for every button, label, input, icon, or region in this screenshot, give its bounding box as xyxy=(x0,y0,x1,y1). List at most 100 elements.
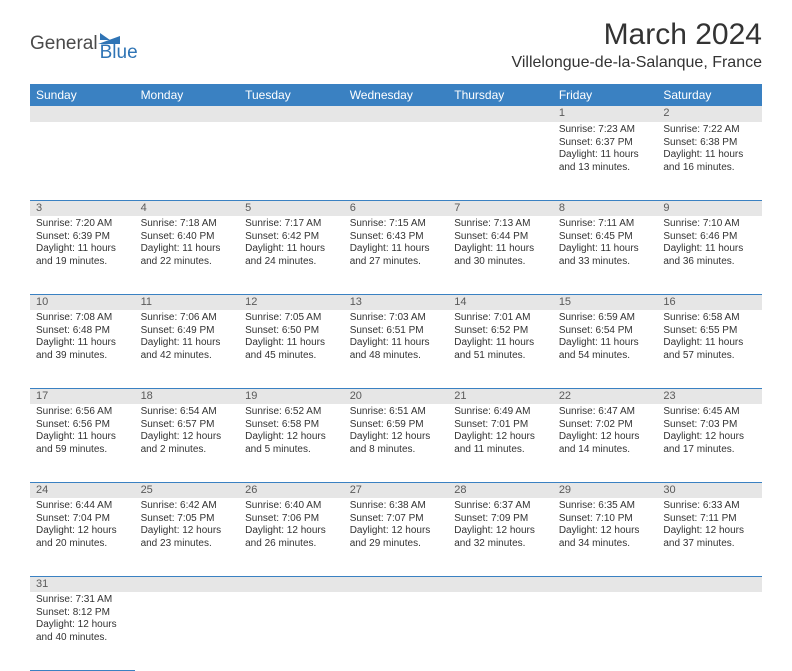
sunset-text: Sunset: 7:07 PM xyxy=(350,513,443,526)
content-row: Sunrise: 6:44 AMSunset: 7:04 PMDaylight:… xyxy=(30,498,762,576)
weekday-header: Wednesday xyxy=(344,84,449,106)
sunset-text: Sunset: 6:58 PM xyxy=(245,419,338,432)
day-number xyxy=(657,576,762,592)
sunrise-text: Sunrise: 7:10 AM xyxy=(663,218,756,231)
sunrise-text: Sunrise: 6:37 AM xyxy=(454,500,547,513)
day-cell xyxy=(448,122,553,200)
daynum-row: 3456789 xyxy=(30,200,762,216)
daylight-text: Daylight: 12 hours and 11 minutes. xyxy=(454,431,547,456)
day-number: 16 xyxy=(657,294,762,310)
day-number: 4 xyxy=(135,200,240,216)
day-number: 29 xyxy=(553,482,658,498)
month-title: March 2024 xyxy=(511,18,762,52)
day-number: 25 xyxy=(135,482,240,498)
day-number: 15 xyxy=(553,294,658,310)
header: General Blue March 2024 Villelongue-de-l… xyxy=(30,18,762,72)
sunset-text: Sunset: 6:40 PM xyxy=(141,231,234,244)
daylight-text: Daylight: 12 hours and 23 minutes. xyxy=(141,525,234,550)
sunset-text: Sunset: 6:44 PM xyxy=(454,231,547,244)
daylight-text: Daylight: 11 hours and 16 minutes. xyxy=(663,149,756,174)
day-cell: Sunrise: 6:45 AMSunset: 7:03 PMDaylight:… xyxy=(657,404,762,482)
day-number: 8 xyxy=(553,200,658,216)
sunset-text: Sunset: 7:03 PM xyxy=(663,419,756,432)
sunrise-text: Sunrise: 7:18 AM xyxy=(141,218,234,231)
sunset-text: Sunset: 6:50 PM xyxy=(245,325,338,338)
weekday-header: Monday xyxy=(135,84,240,106)
daylight-text: Daylight: 11 hours and 36 minutes. xyxy=(663,243,756,268)
day-cell: Sunrise: 6:56 AMSunset: 6:56 PMDaylight:… xyxy=(30,404,135,482)
daylight-text: Daylight: 12 hours and 40 minutes. xyxy=(36,619,129,644)
daylight-text: Daylight: 11 hours and 51 minutes. xyxy=(454,337,547,362)
daylight-text: Daylight: 11 hours and 45 minutes. xyxy=(245,337,338,362)
day-cell: Sunrise: 6:44 AMSunset: 7:04 PMDaylight:… xyxy=(30,498,135,576)
sunrise-text: Sunrise: 6:54 AM xyxy=(141,406,234,419)
sunrise-text: Sunrise: 6:47 AM xyxy=(559,406,652,419)
day-cell: Sunrise: 7:05 AMSunset: 6:50 PMDaylight:… xyxy=(239,310,344,388)
sunset-text: Sunset: 7:09 PM xyxy=(454,513,547,526)
daylight-text: Daylight: 11 hours and 19 minutes. xyxy=(36,243,129,268)
sunset-text: Sunset: 6:45 PM xyxy=(559,231,652,244)
day-cell: Sunrise: 6:59 AMSunset: 6:54 PMDaylight:… xyxy=(553,310,658,388)
daylight-text: Daylight: 11 hours and 13 minutes. xyxy=(559,149,652,174)
day-cell: Sunrise: 7:01 AMSunset: 6:52 PMDaylight:… xyxy=(448,310,553,388)
sunrise-text: Sunrise: 7:06 AM xyxy=(141,312,234,325)
day-number: 2 xyxy=(657,106,762,122)
day-number: 22 xyxy=(553,388,658,404)
day-number xyxy=(344,106,449,122)
day-cell: Sunrise: 6:35 AMSunset: 7:10 PMDaylight:… xyxy=(553,498,658,576)
logo-text-general: General xyxy=(30,33,98,55)
day-cell: Sunrise: 7:18 AMSunset: 6:40 PMDaylight:… xyxy=(135,216,240,294)
day-number: 9 xyxy=(657,200,762,216)
daylight-text: Daylight: 12 hours and 5 minutes. xyxy=(245,431,338,456)
day-number: 12 xyxy=(239,294,344,310)
daylight-text: Daylight: 12 hours and 26 minutes. xyxy=(245,525,338,550)
sunrise-text: Sunrise: 6:49 AM xyxy=(454,406,547,419)
sunrise-text: Sunrise: 6:45 AM xyxy=(663,406,756,419)
sunrise-text: Sunrise: 7:05 AM xyxy=(245,312,338,325)
sunset-text: Sunset: 7:10 PM xyxy=(559,513,652,526)
day-cell: Sunrise: 6:51 AMSunset: 6:59 PMDaylight:… xyxy=(344,404,449,482)
sunset-text: Sunset: 6:37 PM xyxy=(559,137,652,150)
daylight-text: Daylight: 12 hours and 34 minutes. xyxy=(559,525,652,550)
day-number: 5 xyxy=(239,200,344,216)
sunrise-text: Sunrise: 7:03 AM xyxy=(350,312,443,325)
day-cell: Sunrise: 6:49 AMSunset: 7:01 PMDaylight:… xyxy=(448,404,553,482)
sunrise-text: Sunrise: 6:35 AM xyxy=(559,500,652,513)
day-number xyxy=(239,576,344,592)
daylight-text: Daylight: 11 hours and 33 minutes. xyxy=(559,243,652,268)
weekday-header: Friday xyxy=(553,84,658,106)
sunset-text: Sunset: 7:06 PM xyxy=(245,513,338,526)
day-number: 3 xyxy=(30,200,135,216)
sunset-text: Sunset: 7:01 PM xyxy=(454,419,547,432)
day-cell: Sunrise: 6:58 AMSunset: 6:55 PMDaylight:… xyxy=(657,310,762,388)
sunset-text: Sunset: 7:04 PM xyxy=(36,513,129,526)
day-number xyxy=(135,106,240,122)
content-row: Sunrise: 6:56 AMSunset: 6:56 PM Daylight:… xyxy=(30,404,762,482)
day-cell xyxy=(553,592,658,670)
day-cell: Sunrise: 6:37 AMSunset: 7:09 PMDaylight:… xyxy=(448,498,553,576)
daylight-text: Daylight: 11 hours and 24 minutes. xyxy=(245,243,338,268)
day-cell: Sunrise: 6:47 AMSunset: 7:02 PMDaylight:… xyxy=(553,404,658,482)
day-number: 21 xyxy=(448,388,553,404)
sunrise-text: Sunrise: 7:17 AM xyxy=(245,218,338,231)
sunrise-text: Sunrise: 6:52 AM xyxy=(245,406,338,419)
daylight-text: Daylight: 11 hours and 54 minutes. xyxy=(559,337,652,362)
sunset-text: Sunset: 7:11 PM xyxy=(663,513,756,526)
day-cell xyxy=(135,122,240,200)
day-cell xyxy=(344,122,449,200)
logo-text-blue: Blue xyxy=(100,42,138,64)
daynum-row: 31 xyxy=(30,576,762,592)
logo: General Blue xyxy=(30,24,138,64)
sunset-text: Sunset: 6:56 PM xyxy=(36,419,129,432)
sunrise-text: Sunrise: 6:58 AM xyxy=(663,312,756,325)
sunrise-text: Sunrise: 6:56 AM xyxy=(36,406,129,419)
day-cell: Sunrise: 6:38 AMSunset: 7:07 PMDaylight:… xyxy=(344,498,449,576)
daylight-text: Daylight: 12 hours and 14 minutes. xyxy=(559,431,652,456)
location: Villelongue-de-la-Salanque, France xyxy=(511,54,762,72)
sunset-text: Sunset: 6:49 PM xyxy=(141,325,234,338)
sunrise-text: Sunrise: 6:42 AM xyxy=(141,500,234,513)
day-cell: Sunrise: 7:03 AMSunset: 6:51 PMDaylight:… xyxy=(344,310,449,388)
day-number: 14 xyxy=(448,294,553,310)
sunset-text: Sunset: 6:52 PM xyxy=(454,325,547,338)
daylight-text: Daylight: 12 hours and 32 minutes. xyxy=(454,525,547,550)
